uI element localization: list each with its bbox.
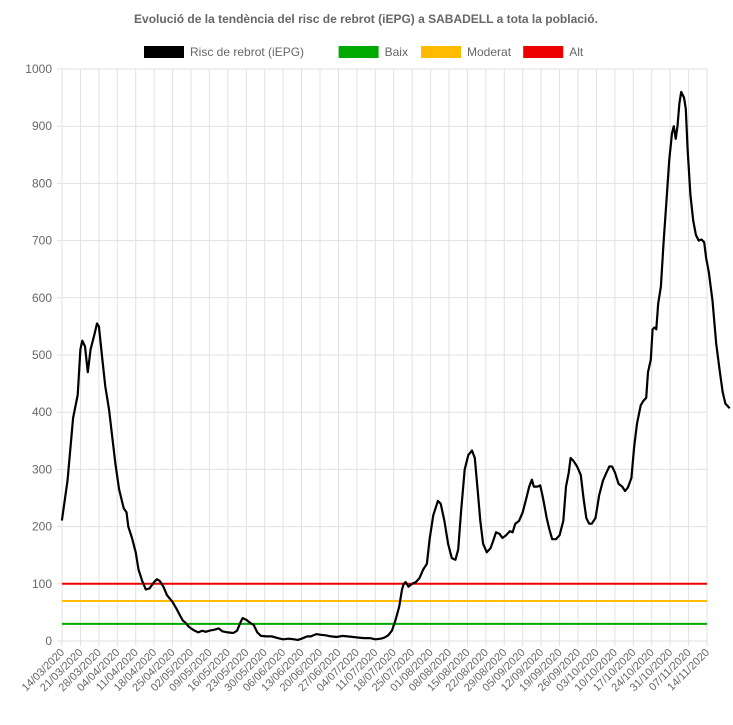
legend-label: Baix: [385, 45, 408, 59]
legend-swatch: [144, 46, 184, 58]
series-line-iepg: [60, 90, 731, 641]
y-axis: 0 100 200 300 400 500 600 700 800 900 1000: [25, 62, 52, 648]
legend-label: Risc de rebrot (iEPG): [190, 45, 304, 59]
legend-label: Alt: [569, 45, 584, 59]
y-tick-label: 1000: [25, 62, 52, 76]
y-tick-label: 300: [32, 462, 52, 476]
legend-label: Moderat: [467, 45, 512, 59]
y-tick-label: 900: [32, 119, 52, 133]
y-tick-label: 800: [32, 176, 52, 190]
legend-swatch: [523, 46, 564, 58]
y-tick-label: 100: [32, 577, 52, 591]
legend-swatch: [338, 46, 379, 58]
y-tick-label: 200: [32, 520, 52, 534]
legend-item[interactable]: Risc de rebrot (iEPG): [144, 45, 304, 59]
y-tick-label: 700: [32, 234, 52, 248]
series-lines: [60, 90, 731, 641]
grid: [57, 68, 708, 646]
legend-item[interactable]: Moderat: [421, 45, 512, 59]
legend-item[interactable]: Alt: [523, 45, 584, 59]
legend: Risc de rebrot (iEPG) Baix Moderat Alt: [144, 45, 584, 59]
y-tick-label: 600: [32, 291, 52, 305]
y-tick-label: 400: [32, 405, 52, 419]
legend-item[interactable]: Baix: [338, 45, 408, 59]
y-tick-label: 500: [32, 348, 52, 362]
chart-title: Evolució de la tendència del risc de reb…: [134, 12, 598, 26]
legend-swatch: [421, 46, 461, 58]
x-axis: 14/03/202021/03/202028/03/202004/04/2020…: [20, 647, 712, 694]
y-tick-label: 0: [45, 634, 52, 648]
threshold-lines: [62, 582, 707, 625]
